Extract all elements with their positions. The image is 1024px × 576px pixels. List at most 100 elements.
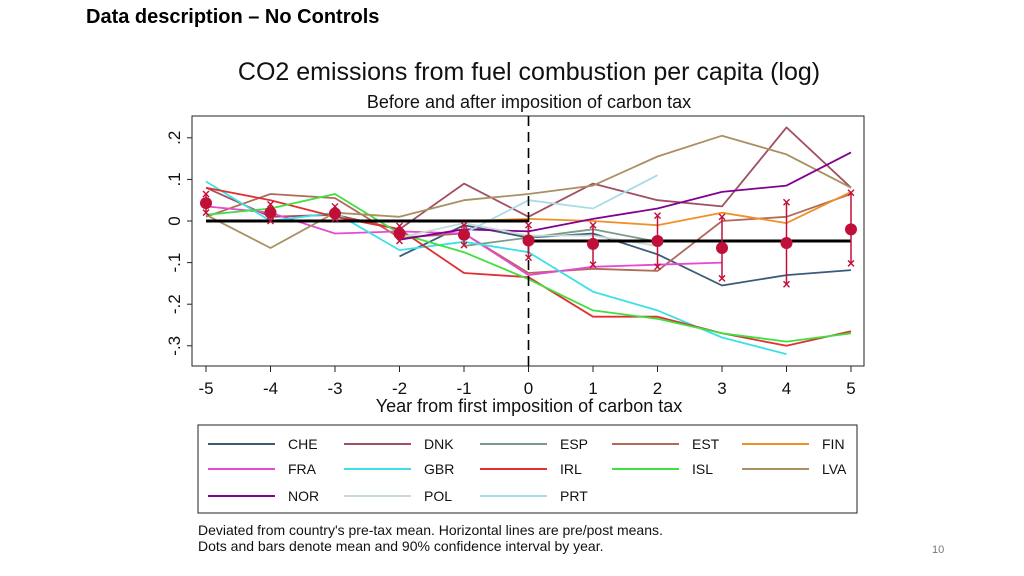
ci-x-stroke (267, 217, 274, 225)
ci-end-marker (654, 212, 661, 220)
x-axis-label: Year from first imposition of carbon tax (376, 396, 682, 416)
ci-end-marker (718, 274, 726, 282)
series-line-esp (463, 228, 658, 247)
series-line-prt (463, 174, 658, 235)
y-tick-label: -.3 (165, 336, 184, 356)
mean-dot (780, 237, 793, 250)
ci-x-stroke (718, 274, 726, 282)
legend-item-pol: POL (344, 488, 452, 504)
legend-item-dnk: DNK (344, 436, 454, 452)
legend-item-isl: ISL (612, 461, 713, 477)
y-tick-label: 0 (165, 216, 184, 225)
ci-end-marker (589, 261, 597, 269)
x-tick-label: -3 (327, 379, 342, 398)
ci-x-stroke (202, 190, 210, 198)
chart-title: CO2 emissions from fuel combustion per c… (238, 58, 820, 86)
ci-x-stroke (525, 254, 532, 262)
ci-end-marker (202, 190, 210, 198)
ci-x-stroke (202, 209, 210, 217)
ci-x-stroke (525, 221, 532, 229)
x-tick-label: -2 (392, 379, 407, 398)
legend-item-nor: NOR (208, 488, 319, 504)
x-tick-label: 0 (524, 379, 533, 398)
legend-item-gbr: GBR (344, 461, 454, 477)
legend-item-irl: IRL (480, 461, 582, 477)
ci-end-marker (525, 221, 532, 229)
ci-x-stroke (267, 200, 274, 208)
x-tick-label: 5 (846, 379, 855, 398)
legend-label: PRT (560, 488, 588, 504)
ci-end-marker (267, 217, 274, 225)
mean-dot (329, 207, 341, 220)
ci-end-marker (267, 200, 274, 208)
ci-end-marker (654, 263, 661, 271)
page-number: 10 (932, 544, 945, 556)
ci-end-marker (525, 254, 532, 262)
ci-end-marker (783, 280, 790, 288)
ci-x-stroke (589, 261, 597, 269)
ci-x-stroke (783, 198, 790, 206)
slide-title: Data description – No Controls (86, 6, 380, 28)
legend-label: ESP (560, 436, 588, 452)
legend-label: DNK (424, 436, 454, 452)
mean-dot (716, 242, 728, 255)
note-line-1: Deviated from country's pre-tax mean. Ho… (198, 522, 663, 538)
y-tick-label: -.1 (165, 253, 184, 273)
ci-x-stroke (654, 263, 661, 271)
ci-x-stroke (783, 280, 790, 288)
legend: CHE DNK ESP EST FIN FRA GBR IRL ISL LVA NOR POL PRT (208, 436, 847, 504)
legend-item-fra: FRA (208, 461, 317, 477)
legend-label: FIN (822, 436, 845, 452)
y-tick-label: .2 (165, 131, 184, 145)
legend-label: GBR (424, 461, 454, 477)
ci-end-marker (589, 221, 597, 229)
legend-label: FRA (288, 461, 317, 477)
x-tick-label: 1 (588, 379, 597, 398)
x-tick-label: -5 (198, 379, 213, 398)
legend-item-esp: ESP (480, 436, 588, 452)
mean-dot (587, 237, 599, 250)
chart-notes: Deviated from country's pre-tax mean. Ho… (198, 522, 663, 554)
ci-x-stroke (460, 221, 468, 229)
mean-dot (522, 234, 535, 247)
ci-x-stroke (654, 212, 661, 220)
ci-x-stroke (718, 213, 726, 221)
series-line-nor (399, 151, 852, 241)
legend-item-est: EST (612, 436, 720, 452)
ci-end-marker (460, 241, 468, 249)
x-tick-label: 3 (717, 379, 726, 398)
legend-label: IRL (560, 461, 582, 477)
note-line-2: Dots and bars denote mean and 90% confid… (198, 538, 604, 554)
legend-label: EST (692, 436, 720, 452)
legend-item-prt: PRT (480, 488, 588, 504)
plot-area (200, 116, 857, 366)
legend-label: ISL (692, 461, 713, 477)
ci-x-stroke (847, 259, 855, 267)
mean-dot (200, 197, 212, 210)
series-line-est (205, 193, 852, 274)
ci-end-marker (718, 213, 726, 221)
axes: -.3 -.2 -.1 0 .1 .2 -5 -4 -3 -2 -1 0 1 2 3 4 5 (165, 131, 856, 398)
mean-dot (458, 228, 470, 241)
x-tick-label: -4 (263, 379, 278, 398)
series-line-lva (205, 134, 852, 249)
legend-label: CHE (288, 436, 318, 452)
mean-dot (651, 234, 664, 247)
ci-x-stroke (460, 241, 468, 249)
legend-label: POL (424, 488, 452, 504)
y-tick-label: .1 (165, 172, 184, 186)
mean-dot (393, 227, 406, 240)
mean-dot (845, 223, 857, 236)
ci-end-marker (847, 189, 855, 197)
series-line-gbr (205, 180, 787, 355)
ci-end-marker (847, 259, 855, 267)
ci-x-stroke (589, 221, 597, 229)
ci-end-marker (783, 198, 790, 206)
x-tick-label: 2 (653, 379, 662, 398)
ci-x-stroke (847, 189, 855, 197)
y-tick-label: -.2 (165, 294, 184, 314)
ci-end-marker (202, 209, 210, 217)
x-tick-label: -1 (456, 379, 471, 398)
legend-label: NOR (288, 488, 319, 504)
legend-item-fin: FIN (742, 436, 845, 452)
